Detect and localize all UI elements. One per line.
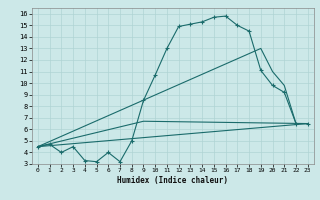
X-axis label: Humidex (Indice chaleur): Humidex (Indice chaleur) — [117, 176, 228, 185]
